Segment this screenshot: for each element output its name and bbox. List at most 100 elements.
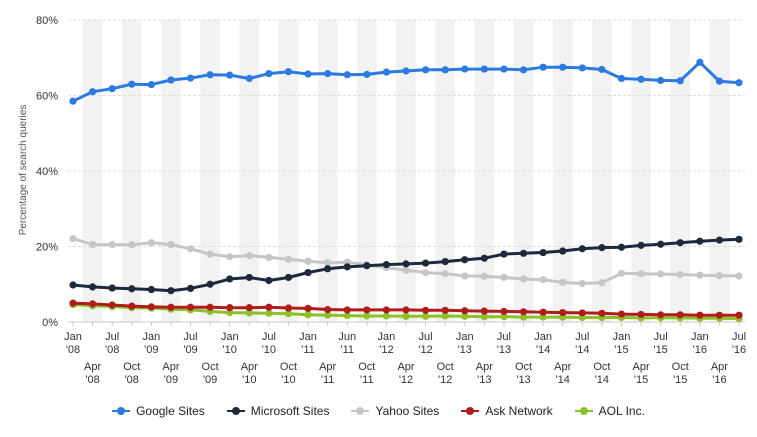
- data-point[interactable]: [637, 75, 645, 83]
- data-point[interactable]: [265, 303, 273, 311]
- legend-item[interactable]: Google Sites: [112, 404, 205, 418]
- data-point[interactable]: [304, 268, 312, 277]
- data-point[interactable]: [519, 308, 528, 316]
- data-point[interactable]: [206, 280, 214, 288]
- data-point[interactable]: [167, 76, 175, 84]
- legend-item[interactable]: Microsoft Sites: [226, 404, 329, 418]
- data-point[interactable]: [519, 66, 528, 74]
- data-point[interactable]: [226, 253, 234, 261]
- data-point[interactable]: [245, 251, 253, 260]
- data-point[interactable]: [304, 70, 312, 78]
- data-point[interactable]: [617, 269, 626, 277]
- data-point[interactable]: [480, 313, 488, 321]
- data-point[interactable]: [735, 272, 743, 280]
- data-point[interactable]: [735, 311, 743, 319]
- data-point[interactable]: [382, 68, 391, 76]
- data-point[interactable]: [461, 307, 469, 315]
- data-point[interactable]: [88, 283, 97, 291]
- data-point[interactable]: [657, 76, 665, 84]
- data-point[interactable]: [735, 235, 743, 243]
- data-point[interactable]: [461, 256, 469, 264]
- data-point[interactable]: [69, 97, 77, 105]
- data-point[interactable]: [402, 67, 410, 75]
- data-point[interactable]: [578, 309, 586, 317]
- data-point[interactable]: [343, 306, 351, 314]
- data-point[interactable]: [324, 305, 332, 314]
- data-point[interactable]: [363, 70, 371, 78]
- data-point[interactable]: [284, 68, 293, 76]
- data-point[interactable]: [167, 287, 175, 295]
- data-point[interactable]: [304, 257, 312, 265]
- data-point[interactable]: [539, 276, 547, 284]
- data-point[interactable]: [617, 243, 626, 251]
- data-point[interactable]: [402, 260, 410, 268]
- data-point[interactable]: [598, 309, 606, 317]
- data-point[interactable]: [598, 279, 606, 287]
- data-point[interactable]: [382, 261, 391, 269]
- data-point[interactable]: [539, 63, 547, 71]
- data-point[interactable]: [363, 262, 371, 270]
- data-point[interactable]: [69, 281, 77, 289]
- data-point[interactable]: [304, 304, 312, 313]
- data-point[interactable]: [676, 270, 684, 279]
- data-point[interactable]: [284, 304, 293, 312]
- data-point[interactable]: [69, 234, 77, 243]
- data-point[interactable]: [598, 244, 606, 252]
- data-point[interactable]: [421, 306, 430, 314]
- data-point[interactable]: [676, 239, 684, 247]
- data-point[interactable]: [461, 65, 469, 73]
- data-point[interactable]: [284, 273, 293, 282]
- data-point[interactable]: [500, 313, 508, 321]
- data-point[interactable]: [559, 247, 567, 255]
- data-point[interactable]: [637, 270, 645, 278]
- data-point[interactable]: [657, 311, 665, 319]
- data-point[interactable]: [88, 300, 97, 308]
- data-point[interactable]: [441, 270, 449, 278]
- data-point[interactable]: [735, 79, 743, 87]
- data-point[interactable]: [441, 312, 449, 320]
- data-point[interactable]: [324, 259, 332, 267]
- data-point[interactable]: [147, 303, 155, 311]
- data-point[interactable]: [500, 307, 508, 316]
- data-point[interactable]: [637, 310, 645, 319]
- data-point[interactable]: [519, 249, 528, 257]
- data-point[interactable]: [167, 241, 175, 249]
- data-point[interactable]: [206, 303, 214, 311]
- data-point[interactable]: [186, 303, 195, 311]
- data-point[interactable]: [343, 263, 351, 271]
- data-point[interactable]: [480, 254, 488, 262]
- data-point[interactable]: [128, 241, 136, 249]
- data-point[interactable]: [559, 308, 567, 317]
- data-point[interactable]: [206, 71, 214, 79]
- data-point[interactable]: [519, 313, 528, 321]
- data-point[interactable]: [559, 63, 567, 71]
- data-point[interactable]: [421, 268, 430, 277]
- data-point[interactable]: [500, 250, 508, 258]
- data-point[interactable]: [480, 307, 488, 315]
- data-point[interactable]: [441, 306, 449, 314]
- legend-item[interactable]: AOL Inc.: [574, 404, 645, 418]
- data-point[interactable]: [265, 70, 273, 78]
- data-point[interactable]: [245, 309, 253, 317]
- data-point[interactable]: [578, 245, 586, 253]
- data-point[interactable]: [167, 303, 175, 311]
- data-point[interactable]: [108, 284, 116, 292]
- data-point[interactable]: [147, 80, 155, 89]
- data-point[interactable]: [461, 272, 469, 280]
- data-point[interactable]: [226, 275, 234, 283]
- data-point[interactable]: [676, 311, 684, 319]
- data-point[interactable]: [559, 278, 567, 286]
- data-point[interactable]: [539, 308, 547, 316]
- data-point[interactable]: [715, 77, 724, 85]
- data-point[interactable]: [500, 273, 508, 282]
- data-point[interactable]: [382, 306, 391, 314]
- data-point[interactable]: [402, 312, 410, 320]
- data-point[interactable]: [696, 237, 704, 245]
- data-point[interactable]: [500, 65, 508, 73]
- data-point[interactable]: [186, 284, 195, 293]
- data-point[interactable]: [265, 253, 273, 262]
- data-point[interactable]: [715, 311, 724, 319]
- data-point[interactable]: [147, 285, 155, 294]
- data-point[interactable]: [402, 306, 410, 314]
- data-point[interactable]: [539, 248, 547, 257]
